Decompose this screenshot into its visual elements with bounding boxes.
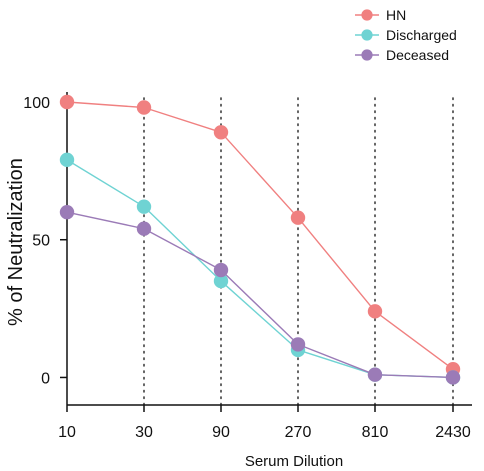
x-tick-label-90: 90 [212, 424, 230, 441]
point-deceased-810 [367, 367, 383, 382]
x-tick-label-2430: 2430 [435, 424, 471, 441]
axis-layer: 0 50 100 10 30 90 270 810 2430 [23, 92, 472, 441]
x-tick-label-10: 10 [58, 424, 76, 441]
y-tick-label-50: 50 [32, 233, 50, 250]
y-tick-label-0: 0 [41, 370, 50, 387]
x-tick-label-270: 270 [285, 424, 312, 441]
point-discharged-30 [136, 199, 152, 214]
y-axis-title: % of Neutralization [5, 158, 27, 326]
y-tick-label-100: 100 [23, 95, 50, 112]
point-hn-90 [213, 125, 229, 140]
series-line-discharged [66, 159, 454, 379]
point-deceased-30 [136, 221, 152, 236]
legend-label-discharged: Discharged [386, 27, 457, 43]
point-hn-30 [136, 100, 152, 115]
x-axis-title: Serum Dilution [245, 453, 343, 470]
point-hn-270 [290, 210, 306, 225]
legend-marker-hn [361, 9, 373, 21]
series-layer [59, 94, 461, 385]
x-tick-label-810: 810 [362, 424, 389, 441]
point-deceased-10 [59, 204, 75, 220]
legend-marker-deceased [361, 49, 373, 61]
point-hn-810 [367, 304, 383, 319]
point-hn-10 [59, 94, 75, 110]
point-discharged-10 [59, 152, 75, 168]
point-deceased-90 [213, 262, 229, 278]
x-tick-label-30: 30 [135, 424, 153, 441]
legend-label-deceased: Deceased [386, 47, 449, 63]
series-line-hn [66, 101, 454, 370]
legend: HN Discharged Deceased [355, 7, 457, 63]
series-line-deceased [66, 211, 454, 379]
legend-marker-discharged [361, 29, 373, 41]
point-deceased-2430 [445, 370, 461, 385]
legend-label-hn: HN [386, 7, 406, 23]
point-deceased-270 [290, 337, 306, 352]
